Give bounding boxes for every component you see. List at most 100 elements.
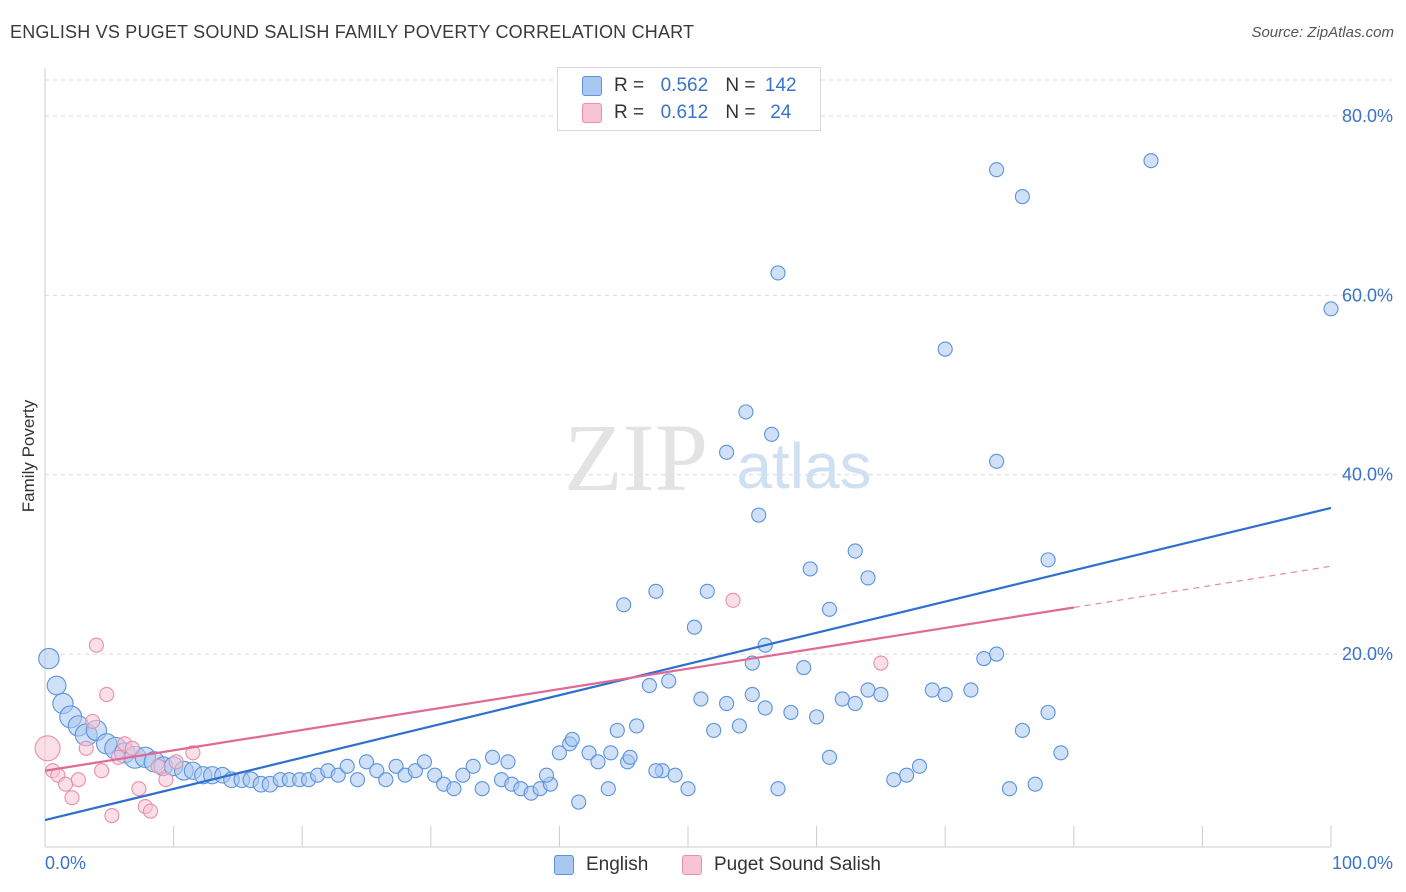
english-point [1014,722,1030,738]
salish-point [725,592,741,608]
english-point [407,763,423,779]
watermark-atlas: atlas [736,430,871,502]
english-point [738,404,754,420]
salish-point [70,772,86,788]
legend-salish-label: Puget Sound Salish [714,854,881,875]
english-point [648,763,664,779]
english-point [899,767,915,783]
english-point [757,700,773,716]
n-label: N = [725,75,756,96]
english-point [1143,153,1159,169]
english-point [600,781,616,797]
x-tick-label-max: 100.0% [1332,853,1393,873]
english-point [369,763,385,779]
salish-point [150,758,166,774]
english-point [1040,704,1056,720]
axis-layer: 20.0% 40.0% 60.0% 80.0% 0.0% 100.0% [44,68,1393,873]
english-point [802,561,818,577]
english-point [388,758,404,774]
english-point [834,691,850,707]
english-point [847,695,863,712]
english-point [474,781,490,797]
y-tick-label: 60.0% [1342,285,1393,305]
english-point [465,758,481,774]
salish-point [85,713,101,729]
english-point [1001,781,1018,797]
english-point [847,543,863,559]
english-swatch [582,76,602,96]
english-trendline [44,506,1332,822]
english-point [500,754,516,770]
salish-point [124,740,140,756]
y-axis-label: Family Poverty [19,399,38,512]
english-point [796,660,812,676]
stats-row-salish: R = 0.612 N = 24 [582,101,801,125]
english-point [911,758,928,774]
english-point [46,675,67,696]
english-point [629,718,645,734]
english-point [860,570,876,586]
english-point [1027,776,1043,792]
english-point [686,619,702,635]
grid-layer [45,79,1392,655]
legend-english-swatch [554,855,574,875]
salish-point [64,790,80,806]
english-point [873,686,889,703]
y-tick-label: 40.0% [1342,465,1393,485]
english-point [358,754,375,770]
salish-swatch [582,103,602,123]
english-point [693,691,709,707]
points-layer [34,153,1339,824]
legend-salish-swatch [682,855,702,875]
english-point [667,767,683,783]
salish-point [94,763,110,779]
english-point [886,772,902,788]
english-point [976,651,992,667]
salish-point [88,637,104,653]
salish-point [185,745,201,761]
english-point [770,265,786,281]
english-point [809,709,825,725]
r-label-2: R = [614,102,645,123]
salish-point [131,781,147,797]
english-point [699,583,715,599]
series-legend: English Puget Sound Salish [0,852,1406,878]
english-point [590,754,606,770]
stats-legend: R = 0.562 N = 142 R = 0.612 N = 24 [557,67,821,131]
salish-r-value: 0.612 [660,102,709,123]
r-label: R = [614,75,645,96]
salish-point [58,776,74,792]
english-r-value: 0.562 [660,75,709,96]
english-point [648,583,664,599]
english-n-value: 142 [764,75,797,96]
salish-point [142,803,159,819]
english-point [989,162,1005,178]
english-point [821,749,838,765]
english-point [989,646,1005,662]
english-point [821,601,838,617]
watermark-zip: ZIP [564,404,708,511]
legend-item-english[interactable]: English [554,854,648,876]
y-tick-label: 80.0% [1342,106,1393,126]
salish-trendline [44,606,1074,772]
english-point [1040,552,1056,568]
english-point [1323,301,1339,317]
salish-point [78,740,94,756]
english-point [330,767,346,783]
english-point [989,453,1005,469]
english-point [378,772,394,788]
salish-point [99,686,115,703]
chart-title: ENGLISH VS PUGET SOUND SALISH FAMILY POV… [10,22,695,42]
salish-point [34,735,61,762]
english-point [616,597,632,613]
salish-point [104,808,120,824]
english-point [38,647,60,670]
legend-item-salish[interactable]: Puget Sound Salish [682,854,881,876]
english-point [1014,189,1030,205]
salish-trendline-extension [1073,565,1332,609]
salish-n-value: 24 [770,102,792,123]
english-point [446,781,462,797]
english-point [571,794,587,810]
english-point [1053,745,1069,761]
english-point [641,677,657,694]
